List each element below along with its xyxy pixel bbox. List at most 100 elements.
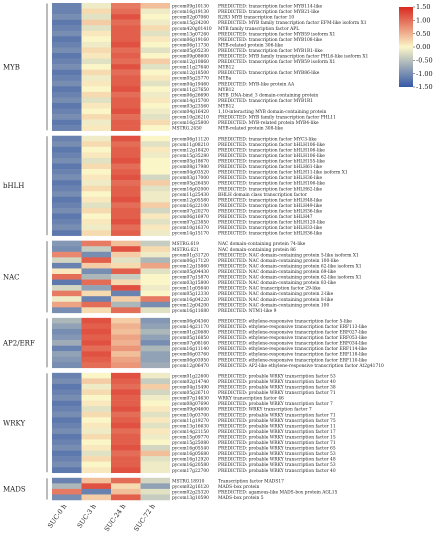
heatmap-cell xyxy=(81,439,111,446)
gene-id-label: pycom09g08600 xyxy=(172,55,209,60)
heatmap-cell xyxy=(140,483,170,490)
gene-description-label: PREDICTED: transcription factor bHLH106-… xyxy=(218,148,325,153)
heatmap-cell xyxy=(140,488,170,495)
gene-id-label: pycom15g09770 xyxy=(172,435,209,440)
gene-description-label: PREDICTED: transcription factor bHLH47 xyxy=(218,215,313,220)
heatmap-cell xyxy=(52,488,82,495)
heatmap-cell xyxy=(81,47,111,54)
heatmap-cell xyxy=(52,80,82,87)
gene-description-label: PREDICTED: NAC domain-containing protein… xyxy=(218,281,336,286)
heatmap-cell xyxy=(52,196,82,203)
heatmap-cell xyxy=(111,141,141,148)
heatmap-cell xyxy=(111,439,141,446)
heatmap-cell xyxy=(52,47,82,54)
heatmap-cell xyxy=(140,240,170,247)
heatmap-cell xyxy=(111,240,141,247)
heatmap-cell xyxy=(81,411,111,418)
gene-description-label: PREDICTED: probable WRKY transcription f… xyxy=(218,435,336,440)
family-name-label: NAC xyxy=(3,273,20,281)
heatmap-cell xyxy=(52,428,82,435)
gene-id-label: pycom11g27650 xyxy=(172,88,209,93)
heatmap-cell xyxy=(81,135,111,142)
heatmap-cell xyxy=(140,340,170,346)
gene-description-label: PREDICTED: transcription factor bHLH49-l… xyxy=(218,204,323,209)
heatmap-cell xyxy=(140,334,170,341)
gene-id-label: pycom11g25430 xyxy=(172,193,209,198)
heatmap-cell xyxy=(52,125,82,131)
heatmap-cell xyxy=(81,108,111,115)
heatmap-cell xyxy=(52,296,82,302)
heatmap-cell xyxy=(140,494,170,501)
column-label: SUC-72 h xyxy=(132,503,157,533)
heatmap-cell xyxy=(81,8,111,15)
heatmap-cell xyxy=(140,372,170,379)
gene-id-label: pycom10g16370 xyxy=(172,226,209,231)
heatmap-cell xyxy=(111,86,141,93)
gene-description-label: PREDICTED: NAC domain-containing protein… xyxy=(218,259,339,264)
gene-id-label: pycom16g02000 xyxy=(172,187,209,192)
heatmap-cell xyxy=(81,86,111,93)
heatmap-cell xyxy=(140,47,170,54)
heatmap-cell xyxy=(111,417,141,424)
heatmap-cell xyxy=(111,41,141,48)
gene-id-label: pycom420g01410 xyxy=(172,27,212,32)
gene-description-label: PREDICTED: transcription factor bHLH106-… xyxy=(218,154,325,159)
heatmap-cell xyxy=(140,157,170,164)
heatmap-cell xyxy=(111,64,141,70)
heatmap-cell xyxy=(52,323,82,330)
gene-id-label: pycom16g19130 xyxy=(172,10,209,15)
heatmap-cell xyxy=(81,19,111,26)
heatmap-cell xyxy=(111,307,141,314)
gene-id-label: pycom16g11680 xyxy=(172,309,209,314)
gene-id-label: pycom03g23560 xyxy=(172,105,209,110)
heatmap-cell xyxy=(52,439,82,446)
heatmap-cell xyxy=(81,219,111,225)
legend-tick-label: -1.00 xyxy=(416,70,433,78)
gene-description-label: PREDICTED: probable WRKY transcription f… xyxy=(218,458,336,463)
gene-id-label: pycom06g26690 xyxy=(172,93,209,98)
heatmap-cell xyxy=(111,125,141,131)
gene-id-label: pycom16g11140 xyxy=(172,347,209,352)
heatmap-cell xyxy=(81,433,111,440)
heatmap-cell xyxy=(52,8,82,15)
gene-id-label: pycom05g12330 xyxy=(172,292,209,297)
heatmap-cell xyxy=(81,196,111,203)
heatmap-cell xyxy=(81,152,111,159)
color-legend-bar xyxy=(399,7,413,87)
heatmap-cell xyxy=(111,340,141,346)
gene-id-label: pycom08g07690 xyxy=(172,402,209,407)
heatmap-cell xyxy=(140,69,170,76)
heatmap-cell xyxy=(52,119,82,126)
gene-description-label: PREDICTED: NAC domain-containing protein… xyxy=(218,292,334,297)
heatmap-cell xyxy=(140,224,170,231)
heatmap-cell xyxy=(111,400,141,407)
heatmap-cell xyxy=(140,108,170,115)
heatmap-cell xyxy=(81,461,111,468)
gene-id-label: pycom13g16630 xyxy=(172,424,209,429)
heatmap-cell xyxy=(52,174,82,181)
heatmap-cell xyxy=(140,86,170,93)
heatmap-cell xyxy=(111,445,141,451)
heatmap-cell xyxy=(140,213,170,220)
gene-id-label: pycom02g07060 xyxy=(172,16,209,21)
gene-id-label: pycom03g17000 xyxy=(172,176,209,181)
gene-description-label: PREDICTED: ethylene-responsive transcrip… xyxy=(218,325,367,330)
heatmap-cell xyxy=(52,378,82,385)
column-label: SUC-24 h xyxy=(103,503,128,533)
heatmap-cell xyxy=(140,174,170,181)
gene-id-label: pycom01g31720 xyxy=(172,253,209,258)
heatmap-cell xyxy=(111,14,141,20)
heatmap-cell xyxy=(81,301,111,308)
heatmap-cell xyxy=(140,141,170,148)
heatmap-cell xyxy=(111,422,141,429)
gene-id-label: pycom15g35280 xyxy=(172,154,209,159)
gene-description-label: MYBa xyxy=(218,77,232,82)
gene-description-label: PREDICTED: transcription factor MYB1R1 xyxy=(218,99,313,104)
heatmap-cell xyxy=(111,494,141,501)
heatmap-cell xyxy=(140,290,170,297)
gene-id-label: pycom05g04430 xyxy=(172,270,209,275)
gene-id-label: pycom17g22700 xyxy=(172,469,209,474)
heatmap-cell xyxy=(52,279,82,286)
gene-id-label: pycom07g20270 xyxy=(172,209,209,214)
gene-description-label: Transcription factor MADS17 xyxy=(218,479,284,484)
